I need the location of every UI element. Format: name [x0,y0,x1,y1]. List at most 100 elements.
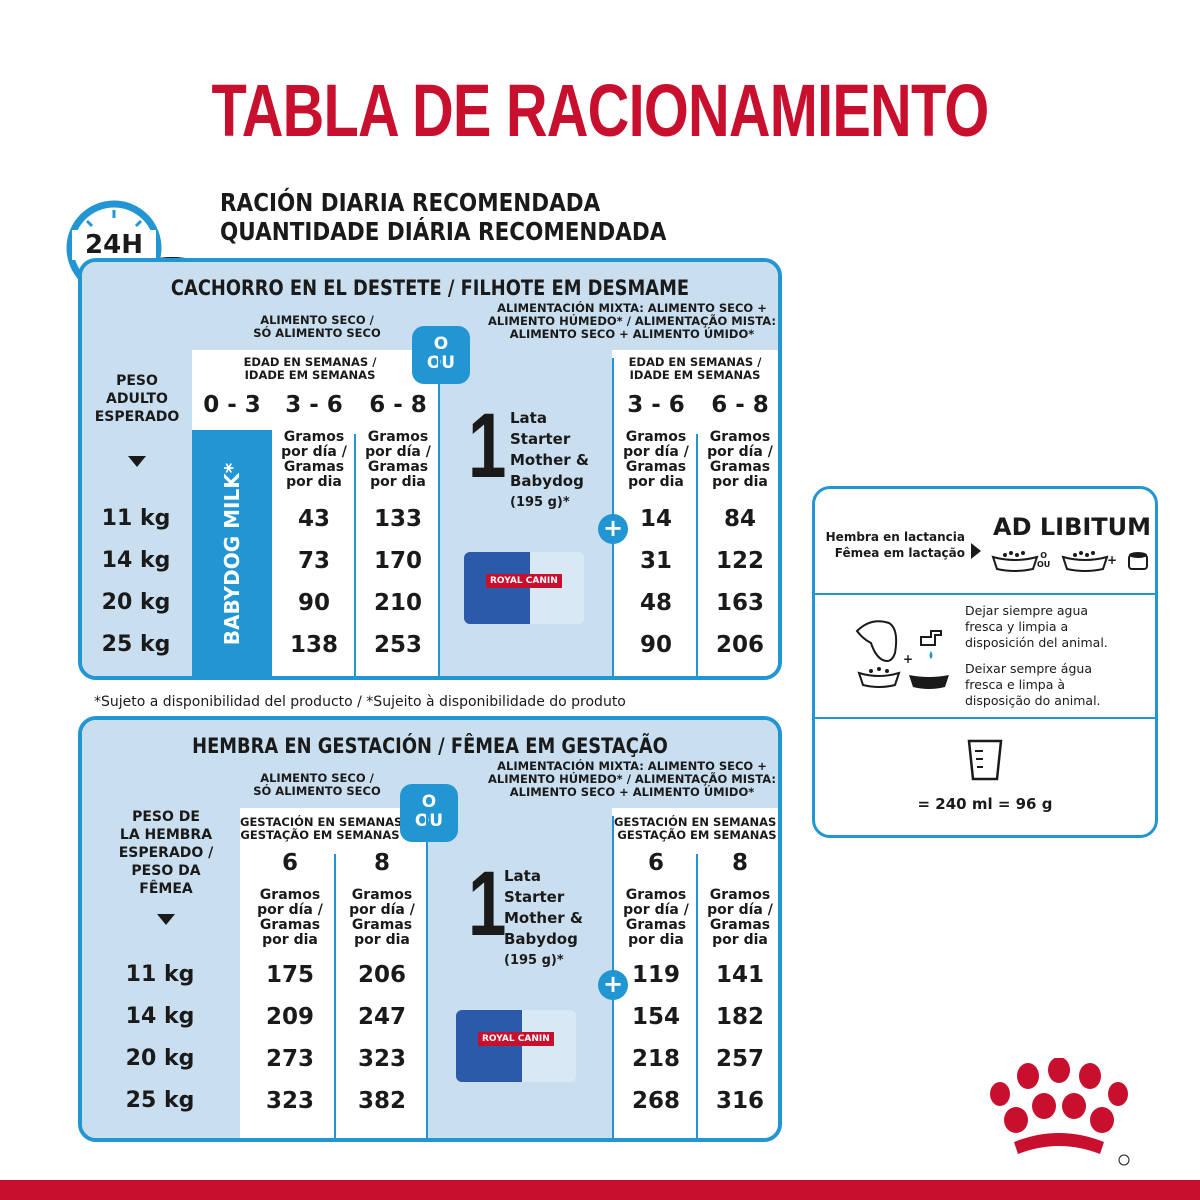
weight-cell: 11 kg [101,506,171,531]
value-cell: 268 [631,1088,680,1114]
pregnant-mixed-label: ALIMENTACIÓN MIXTA: ALIMENTO SECO + ALIME… [488,759,776,799]
gramos-label: Gramos por día / Gramas por dia [623,887,689,948]
royal-canin-crown-logo [984,1057,1134,1168]
puppy-mixed-label: ALIMENTACIÓN MIXTA: ALIMENTO SECO + ALIME… [488,301,776,341]
week-col: 6 [281,850,298,876]
week-col: 3 - 6 [285,392,343,418]
weight-cell: 20 kg [125,1046,195,1071]
puppy-age-label-mixed: EDAD EN SEMANAS / IDADE EM SEMANAS [628,355,762,382]
subtitle-es: RACIÓN DIARIA RECOMENDADA [220,188,601,217]
pregnant-header: HEMBRA EN GESTACIÓN / FÊMEA EM GESTAÇÃO [192,734,668,758]
value-cell: 273 [265,1046,314,1072]
water-text-pt: Deixar sempre água fresca e limpa à dispos… [965,661,1101,708]
water-text-es: Dejar siempre agua fresca y limpia a dispo… [965,603,1108,650]
plus-icon: + [598,514,628,544]
gestation-label-mixed: GESTACIÓN EN SEMANAS / GESTAÇÃO EM SEMANA… [614,815,782,842]
week-col: 8 [731,850,748,876]
value-cell: 247 [357,1004,406,1030]
value-cell: 141 [715,962,764,988]
puppy-table: CACHORRO EN EL DESTETE / FILHOTE EM DESM… [78,258,782,680]
or-small: O OU [1037,551,1051,569]
value-cell: 154 [631,1004,680,1030]
lactation-label: Hembra en lactancia Fêmea em lactação [825,530,965,560]
value-cell: 163 [715,590,764,616]
week-col: 3 - 6 [627,392,685,418]
week-col: 6 - 8 [369,392,427,418]
footnote: *Sujeto a disponibilidad del producto / … [94,694,626,710]
value-cell: 206 [357,962,406,988]
value-cell: 182 [715,1004,764,1030]
value-cell: 31 [639,548,672,574]
arrow-right-icon [971,543,981,559]
value-cell: 323 [265,1088,314,1114]
pregnant-dry-label: ALIMENTO SECO / SÓ ALIMENTO SECO [253,771,381,798]
lata-desc: Lata Starter Mother & Babydog (195 g)* [504,867,583,968]
weight-cell: 14 kg [125,1004,195,1029]
value-cell: 257 [715,1046,764,1072]
page-title: TABLA DE RACIONAMIENTO [211,69,989,152]
pregnant-weight-label: PESO DE LA HEMBRA ESPERADO / PESO DA FÊMEA [118,809,214,897]
value-cell: 90 [639,632,672,658]
plus-icon: + [598,970,628,1000]
week-col: 8 [373,850,390,876]
gramos-label: Gramos por día / Gramas por dia [257,887,323,948]
weight-cell: 25 kg [101,632,171,657]
starter-can-image: ROYAL CANIN [456,1010,576,1082]
gramos-label: Gramos por día / Gramas por dia [281,429,347,490]
puppy-header: CACHORRO EN EL DESTETE / FILHOTE EM DESM… [170,276,690,300]
lata-count: 1 [468,853,507,955]
gramos-label: Gramos por día / Gramas por dia [365,429,431,490]
gramos-label: Gramos por día / Gramas por dia [707,429,773,490]
value-cell: 206 [715,632,764,658]
week-col: 6 - 8 [711,392,769,418]
weight-cell: 20 kg [101,590,171,615]
value-cell: 119 [631,962,680,988]
lata-desc: Lata Starter Mother & Babydog (195 g)* [510,409,589,510]
bottom-red-bar [0,1180,1200,1200]
value-cell: 73 [297,548,330,574]
ad-libitum-label: AD LIBITUM [993,513,1152,541]
value-cell: 175 [265,962,314,988]
value-cell: 209 [265,1004,314,1030]
puppy-weight-label: PESO ADULTO ESPERADO [94,373,180,425]
svg-text:+: + [903,652,913,666]
value-cell: 316 [715,1088,764,1114]
weight-cell: 11 kg [125,962,195,987]
weight-cell: 25 kg [125,1088,195,1113]
lata-count: 1 [468,395,507,497]
measuring-cup-icon [965,737,1005,783]
side-info-panel: Hembra en lactancia Fêmea em lactação AD … [812,486,1158,838]
gramos-label: Gramos por día / Gramas por dia [349,887,415,948]
value-cell: 122 [715,548,764,574]
value-cell: 170 [373,548,422,574]
week-col: 6 [647,850,664,876]
value-cell: 14 [639,506,672,532]
babydog-milk-label: BABYDOG MILK* [220,462,244,646]
value-cell: 218 [631,1046,680,1072]
or-badge: O OU [400,784,458,842]
value-cell: 90 [297,590,330,616]
gestation-label: GESTACIÓN EN SEMANAS / GESTAÇÃO EM SEMANA… [240,815,411,842]
or-badge: O OU [412,326,470,384]
measure-label: = 240 ml = 96 g [917,795,1053,813]
value-cell: 323 [357,1046,406,1072]
pregnant-table: HEMBRA EN GESTACIÓN / FÊMEA EM GESTAÇÃO … [78,716,782,1142]
down-arrow-icon [157,914,175,925]
value-cell: 382 [357,1088,406,1114]
value-cell: 43 [297,506,330,532]
clock-label: 24H [72,230,156,260]
value-cell: 84 [723,506,756,532]
dog-drinking-icon: + [851,613,951,693]
weight-cell: 14 kg [101,548,171,573]
week-col-0-3: 0 - 3 [203,392,261,418]
value-cell: 138 [289,632,338,658]
down-arrow-icon [128,456,146,467]
bowl-icons [991,545,1151,575]
value-cell: 48 [639,590,672,616]
gramos-label: Gramos por día / Gramas por dia [707,887,773,948]
value-cell: 210 [373,590,422,616]
value-cell: 253 [373,632,422,658]
starter-can-image: ROYAL CANIN [464,552,584,624]
subtitle-pt: QUANTIDADE DIÁRIA RECOMENDADA [220,217,667,246]
plus-small: + [1107,553,1118,567]
